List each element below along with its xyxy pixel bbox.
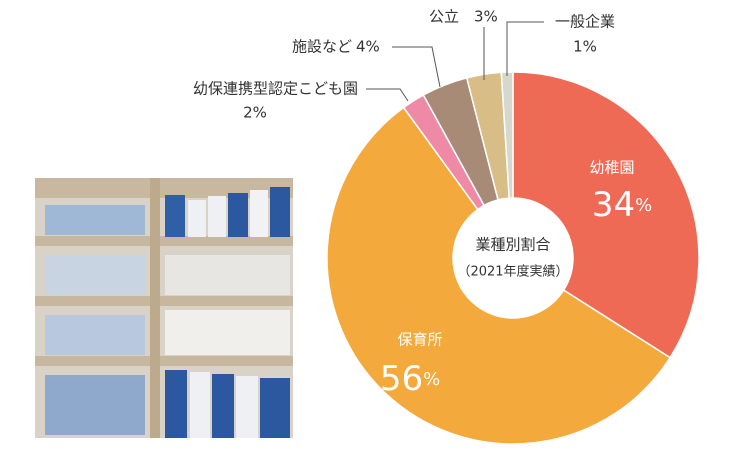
chart-subtitle: （2021年度実績） [457,264,568,280]
page: {"chart_data": {"type": "donut", "title"… [0,0,747,459]
slice-label: 幼保連携型認定こども園 [193,80,358,98]
chart-title: 業種別割合 [475,236,550,254]
slice-label: 保育所 [397,331,442,349]
slice-label: 公立 [429,8,459,26]
value-label: 2% [243,104,267,122]
leader-line [392,47,440,87]
photo [35,178,293,438]
slice-label: 一般企業 [555,13,615,31]
slice-label: 施設など [292,38,352,56]
leader-line [507,22,544,76]
value-label: 4% [356,38,380,56]
slice-label: 幼稚園 [589,159,634,177]
value-label: 1% [573,38,597,56]
chart: 業種別割合（2021年度実績）幼稚園34%保育所56%幼保連携型認定こども園2%… [0,0,747,459]
leader-line [366,89,408,101]
value-label: 3% [474,8,498,26]
